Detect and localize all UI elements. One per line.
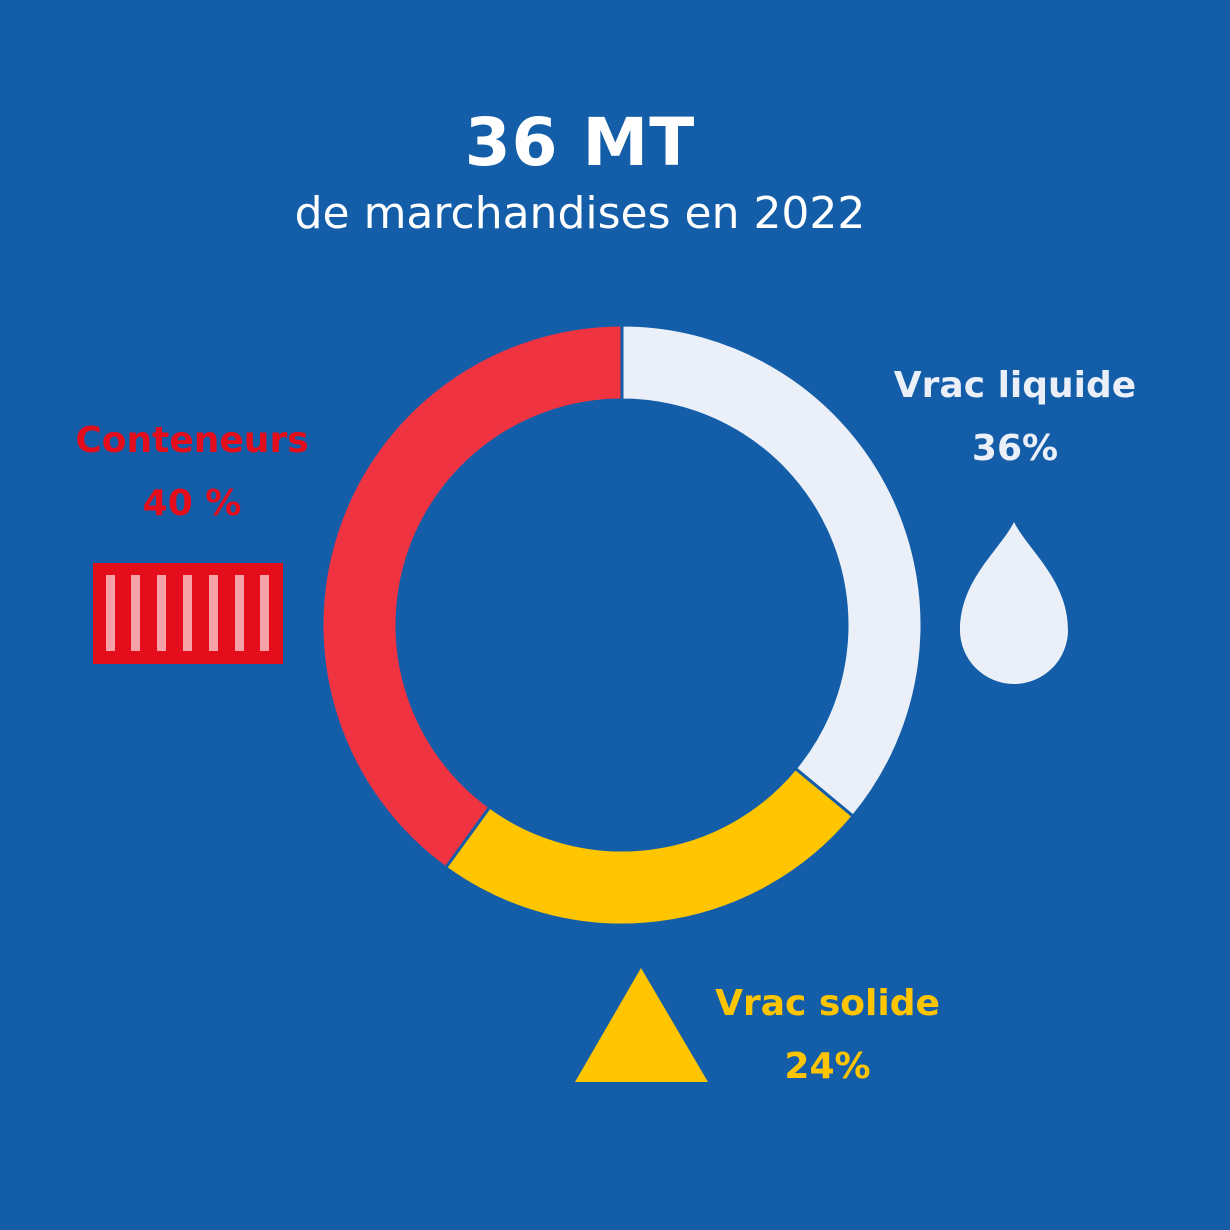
label-conteneurs: Conteneurs 40 % xyxy=(52,420,332,524)
headline-subtitle: de marchandises en 2022 xyxy=(294,188,866,239)
droplet-icon xyxy=(960,522,1068,684)
label-vrac-solide-name: Vrac solide xyxy=(715,983,940,1024)
slice-conteneurs xyxy=(320,323,624,870)
label-vrac-liquide-name: Vrac liquide xyxy=(893,365,1137,406)
label-vrac-liquide: Vrac liquide 36% xyxy=(880,365,1150,469)
headline-value: 36 MT xyxy=(464,104,696,181)
donut-slices xyxy=(320,323,924,927)
label-vrac-solide: Vrac solide 24% xyxy=(700,983,955,1087)
label-vrac-solide-pct: 24% xyxy=(784,1046,871,1087)
slice-vrac-solide xyxy=(443,766,856,927)
container-icon xyxy=(93,563,283,664)
slice-vrac-liquide xyxy=(620,323,924,819)
label-conteneurs-pct: 40 % xyxy=(142,483,242,524)
label-conteneurs-name: Conteneurs xyxy=(75,420,309,461)
triangle-icon xyxy=(575,968,708,1082)
label-vrac-liquide-pct: 36% xyxy=(971,428,1059,469)
